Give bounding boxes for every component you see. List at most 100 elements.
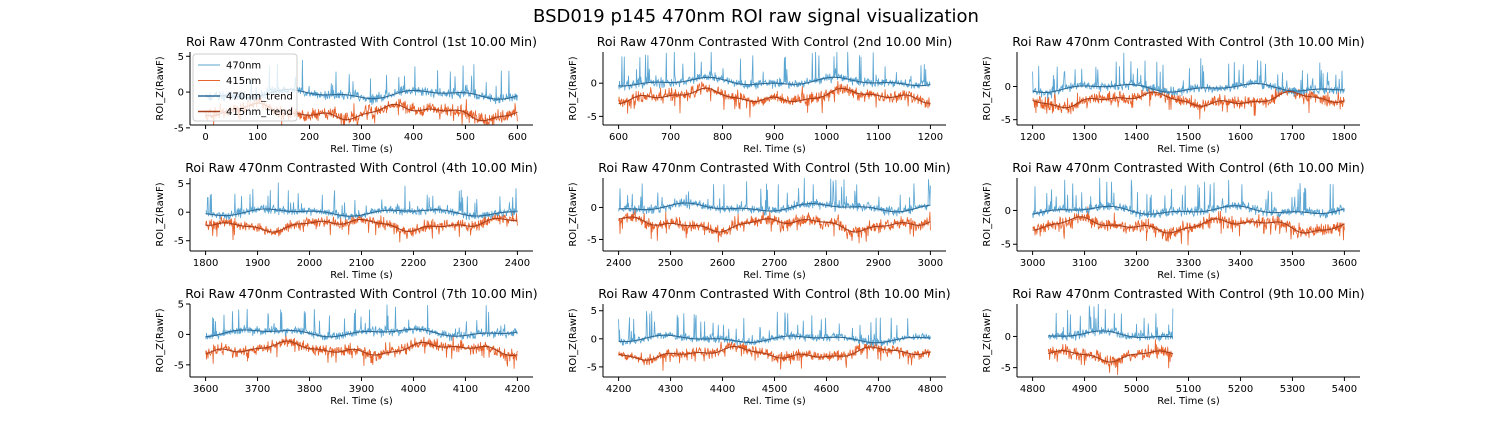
x-axis-label: Rel. Time (s) — [743, 396, 806, 407]
legend-label: 470nm_trend — [226, 92, 293, 103]
x-tick-label: 4300 — [658, 384, 683, 395]
subplot-9: Roi Raw 470nm Contrasted With Control (9… — [982, 286, 1365, 407]
series-470nm-trend-line — [618, 76, 931, 87]
subplot-title: Roi Raw 470nm Contrasted With Control (7… — [185, 286, 537, 301]
x-tick-label: 5000 — [1124, 384, 1149, 395]
x-axis-label: Rel. Time (s) — [743, 270, 806, 281]
legend-label: 470nm — [226, 61, 261, 72]
x-axis-label: Rel. Time (s) — [743, 144, 806, 155]
y-tick-label: 0 — [591, 334, 597, 345]
x-tick-label: 5300 — [1280, 384, 1305, 395]
x-axis-label: Rel. Time (s) — [1157, 144, 1220, 155]
x-tick-label: 1800 — [1332, 132, 1357, 143]
y-tick-label: -5 — [174, 123, 184, 134]
subplot-8: Roi Raw 470nm Contrasted With Control (8… — [568, 286, 951, 407]
series-470nm-trend-line — [618, 202, 931, 213]
x-tick-label: 2300 — [453, 258, 478, 269]
series-415nm-trend-line — [1048, 350, 1174, 363]
y-tick-label: -5 — [174, 236, 184, 247]
x-tick-label: 1400 — [1124, 132, 1149, 143]
x-tick-label: 3300 — [1176, 258, 1201, 269]
x-tick-label: 500 — [456, 132, 475, 143]
series-415nm-line — [618, 80, 931, 118]
x-tick-label: 5400 — [1332, 384, 1357, 395]
series-415nm-line — [205, 333, 518, 369]
x-tick-label: 2200 — [401, 258, 426, 269]
x-tick-label: 300 — [352, 132, 371, 143]
y-axis-label: ROI_Z(RawF) — [155, 308, 166, 372]
subplot-2: Roi Raw 470nm Contrasted With Control (2… — [568, 34, 952, 155]
series-470nm-trend-line — [1048, 330, 1174, 339]
series-470nm-trend-line — [205, 208, 518, 217]
subplot-title: Roi Raw 470nm Contrasted With Control (4… — [185, 160, 537, 175]
x-tick-label: 3500 — [1280, 258, 1305, 269]
y-tick-label: 0 — [178, 208, 184, 219]
x-tick-label: 3700 — [245, 384, 270, 395]
y-axis-label: ROI_Z(RawF) — [155, 182, 166, 246]
x-tick-label: 3000 — [918, 258, 943, 269]
x-tick-label: 2900 — [866, 258, 891, 269]
y-axis-label: ROI_Z(RawF) — [155, 56, 166, 120]
y-axis-label: ROI_Z(RawF) — [982, 56, 993, 120]
x-axis-label: Rel. Time (s) — [1157, 270, 1220, 281]
series-470nm-line — [205, 182, 518, 221]
y-tick-label: -5 — [587, 362, 597, 373]
series-470nm-trend-line — [618, 334, 931, 344]
series-470nm-trend-line — [1032, 205, 1345, 215]
x-tick-label: 1100 — [866, 132, 891, 143]
y-tick-label: -5 — [587, 112, 597, 123]
y-axis-label: ROI_Z(RawF) — [568, 182, 579, 246]
subplot-title: Roi Raw 470nm Contrasted With Control (3… — [1012, 34, 1364, 49]
x-tick-label: 2700 — [762, 258, 787, 269]
series-415nm-trend-line — [618, 216, 931, 233]
subplot-4: Roi Raw 470nm Contrasted With Control (4… — [155, 160, 538, 281]
x-tick-label: 4800 — [918, 384, 943, 395]
subplot-title: Roi Raw 470nm Contrasted With Control (6… — [1012, 160, 1364, 175]
series-470nm-line — [205, 304, 518, 342]
x-tick-label: 800 — [713, 132, 732, 143]
x-tick-label: 1700 — [1280, 132, 1305, 143]
x-tick-label: 5200 — [1228, 384, 1253, 395]
x-tick-label: 200 — [300, 132, 319, 143]
x-tick-label: 2500 — [658, 258, 683, 269]
x-tick-label: 2800 — [814, 258, 839, 269]
x-tick-label: 3400 — [1228, 258, 1253, 269]
series-470nm-line — [1032, 52, 1345, 100]
x-tick-label: 4600 — [814, 384, 839, 395]
x-tick-label: 600 — [508, 132, 527, 143]
y-axis-label: ROI_Z(RawF) — [568, 308, 579, 372]
figure-title: BSD019 p145 470nm ROI raw signal visuali… — [533, 6, 979, 27]
x-tick-label: 4900 — [1072, 384, 1097, 395]
series-415nm-line — [618, 340, 931, 371]
y-axis-label: ROI_Z(RawF) — [568, 56, 579, 120]
x-axis-label: Rel. Time (s) — [330, 270, 393, 281]
series-470nm-line — [618, 177, 931, 217]
y-tick-label: 0 — [591, 79, 597, 90]
x-tick-label: 4200 — [505, 384, 530, 395]
x-tick-label: 5100 — [1176, 384, 1201, 395]
subplot-title: Roi Raw 470nm Contrasted With Control (5… — [598, 160, 950, 175]
x-tick-label: 2600 — [710, 258, 735, 269]
y-tick-label: -5 — [1001, 115, 1011, 126]
x-tick-label: 0 — [202, 132, 208, 143]
series-470nm-line — [1032, 177, 1345, 220]
x-tick-label: 3800 — [297, 384, 322, 395]
x-tick-label: 4500 — [762, 384, 787, 395]
x-tick-label: 2400 — [606, 258, 631, 269]
y-axis-label: ROI_Z(RawF) — [982, 182, 993, 246]
x-tick-label: 3000 — [1020, 258, 1045, 269]
x-axis-label: Rel. Time (s) — [330, 396, 393, 407]
series-470nm-trend-line — [205, 328, 518, 338]
x-tick-label: 400 — [404, 132, 423, 143]
x-tick-label: 2000 — [297, 258, 322, 269]
x-tick-label: 4400 — [710, 384, 735, 395]
y-tick-label: -5 — [174, 360, 184, 371]
x-tick-label: 1600 — [1228, 132, 1253, 143]
y-tick-label: 0 — [1005, 206, 1011, 217]
y-tick-label: -5 — [1001, 240, 1011, 251]
x-axis-label: Rel. Time (s) — [330, 144, 393, 155]
subplot-title: Roi Raw 470nm Contrasted With Control (1… — [186, 34, 537, 49]
x-tick-label: 3200 — [1124, 258, 1149, 269]
series-415nm-line — [618, 209, 931, 244]
y-axis-label: ROI_Z(RawF) — [982, 308, 993, 372]
